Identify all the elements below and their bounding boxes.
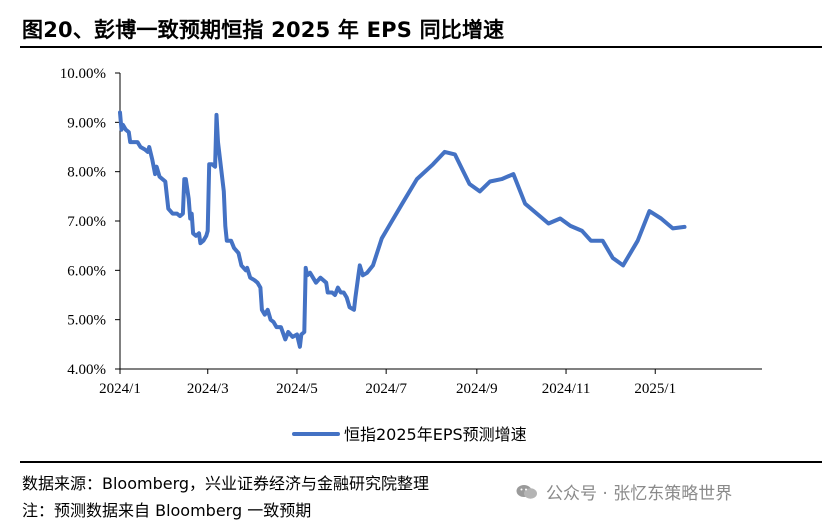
y-tick-label: 10.00% bbox=[60, 66, 106, 82]
legend-label: 恒指2025年EPS预测增速 bbox=[344, 425, 527, 444]
chart-title: 图20、彭博一致预期恒指 2025 年 EPS 同比增速 bbox=[22, 18, 505, 42]
x-tick-label: 2024/3 bbox=[187, 381, 229, 397]
line-chart: 4.00% 5.00% 6.00% 7.00% 8.00% 9.00% 10.00% 202… bbox=[60, 66, 762, 444]
watermark-text: 公众号 · 张忆东策略世界 bbox=[546, 484, 733, 504]
x-tick-label: 2024/7 bbox=[365, 381, 407, 397]
title-divider bbox=[20, 46, 822, 48]
y-tick-label: 6.00% bbox=[67, 263, 106, 279]
y-tick-label: 9.00% bbox=[67, 115, 106, 131]
source-note: 数据来源：Bloomberg，兴业证券经济与金融研究院整理 bbox=[22, 474, 430, 493]
y-axis-ticks: 4.00% 5.00% 6.00% 7.00% 8.00% 9.00% 10.00% bbox=[60, 66, 120, 378]
x-tick-label: 2025/1 bbox=[634, 381, 676, 397]
series-line bbox=[118, 110, 687, 349]
x-tick-label: 2024/11 bbox=[542, 381, 591, 397]
chart-legend: 恒指2025年EPS预测增速 bbox=[292, 425, 527, 444]
wechat-icon bbox=[516, 484, 537, 499]
y-tick-label: 8.00% bbox=[67, 165, 106, 181]
x-tick-label: 2024/1 bbox=[99, 381, 141, 397]
series-layer bbox=[118, 110, 687, 349]
y-tick-label: 5.00% bbox=[67, 313, 106, 329]
x-tick-label: 2024/9 bbox=[456, 381, 498, 397]
y-tick-label: 7.00% bbox=[67, 214, 106, 230]
footer-divider bbox=[20, 461, 822, 463]
forecast-note: 注：预测数据来自 Bloomberg 一致预期 bbox=[22, 501, 312, 520]
x-axis-ticks: 2024/1 2024/3 2024/5 2024/7 2024/9 2024/11 202… bbox=[99, 369, 676, 397]
y-tick-label: 4.00% bbox=[67, 362, 106, 378]
watermark: 公众号 · 张忆东策略世界 bbox=[516, 479, 732, 504]
x-tick-label: 2024/5 bbox=[276, 381, 318, 397]
